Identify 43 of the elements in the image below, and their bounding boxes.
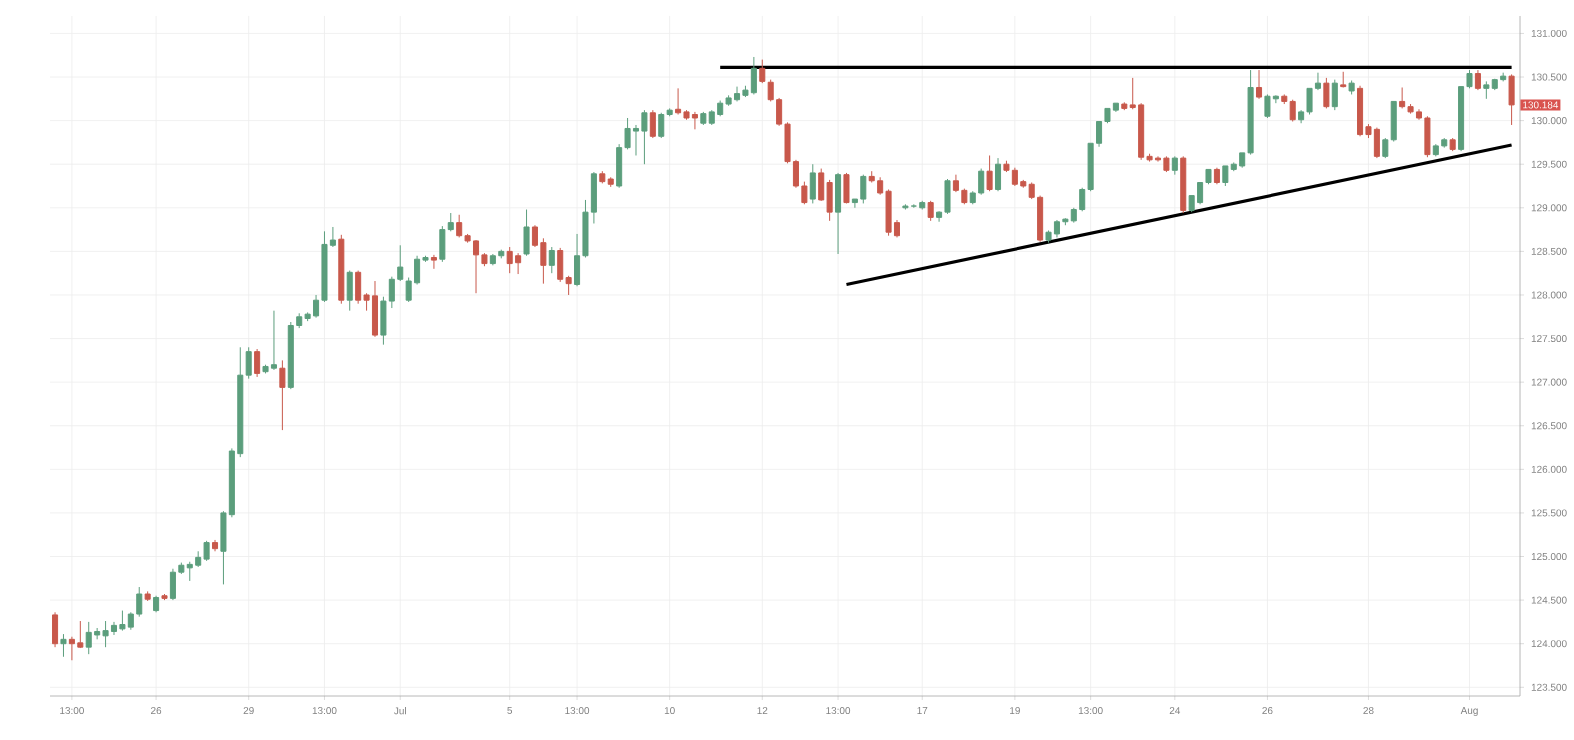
candlestick <box>1474 69 1481 91</box>
candlestick <box>1154 155 1162 163</box>
candlestick <box>641 109 648 165</box>
candlestick <box>153 595 160 613</box>
candlestick <box>675 87 682 116</box>
candlestick <box>1011 167 1018 187</box>
candlestick <box>1483 80 1490 100</box>
candlestick <box>750 56 757 95</box>
candlestick <box>994 157 1002 192</box>
candlestick <box>506 246 513 274</box>
candlestick <box>472 240 480 294</box>
candlestick <box>430 254 437 270</box>
candlestick <box>1357 85 1364 137</box>
candlestick <box>1171 155 1178 176</box>
candlestick <box>885 188 892 237</box>
candlestick <box>1373 127 1380 159</box>
candlestick <box>919 200 926 211</box>
candlestick <box>338 234 345 305</box>
candlestick <box>355 270 362 305</box>
candlestick <box>691 111 698 130</box>
candlestick <box>110 621 118 636</box>
candlestick <box>733 86 741 102</box>
candlestick <box>927 200 934 222</box>
candlestick <box>835 172 842 255</box>
candlestick <box>1213 167 1220 185</box>
candlestick <box>515 252 522 275</box>
candlestick <box>902 203 909 211</box>
candlestick <box>254 348 261 378</box>
candlestick <box>1331 79 1338 111</box>
candlestick <box>102 620 109 648</box>
candlestick <box>371 280 379 338</box>
candlestick <box>1508 73 1515 126</box>
candlestick <box>1255 69 1263 100</box>
candlestick <box>1138 102 1145 161</box>
candlestick <box>52 611 59 648</box>
candlestick <box>270 310 277 371</box>
candlestick <box>60 633 67 658</box>
candlestick <box>211 539 219 552</box>
candlestick <box>68 636 75 661</box>
candlestick <box>1399 86 1406 109</box>
candlestick <box>489 253 496 266</box>
candlestick <box>94 627 101 640</box>
candlestick <box>279 359 286 431</box>
